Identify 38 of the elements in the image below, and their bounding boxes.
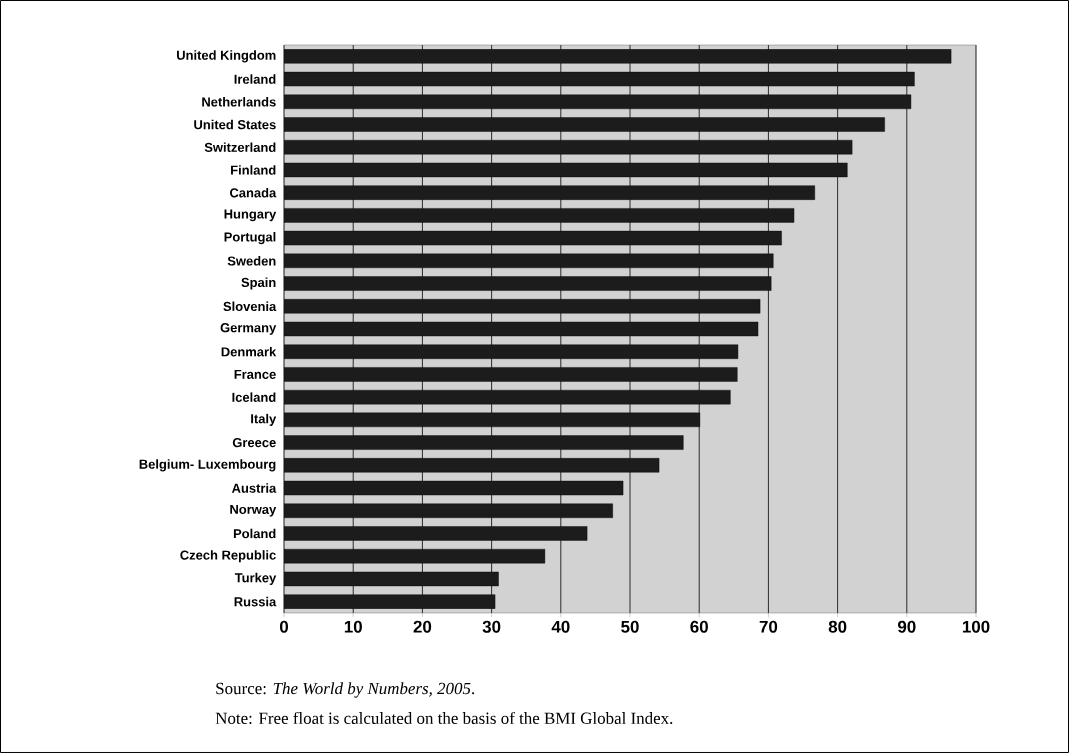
y-tick-label: Slovenia <box>223 301 277 312</box>
y-tick-label: Austria <box>231 483 277 493</box>
y-tick-label: Iceland <box>232 392 276 402</box>
y-tick-label: Ireland <box>234 74 276 84</box>
text: Note: Free float is calculated on the basis of the BMI Global Index. <box>215 711 673 725</box>
y-tick-label: Norway <box>230 504 277 517</box>
y-tick-label: France <box>234 369 276 379</box>
y-tick-label: Czech Republic <box>180 550 276 563</box>
y-tick-label: Switzerland <box>204 142 276 152</box>
y-tick-label: United Kingdom <box>177 50 276 63</box>
y-tick-label: Canada <box>229 187 277 198</box>
y-tick-label: Belgium- Luxembourg <box>139 459 276 472</box>
x-tick-label: 30 <box>482 620 501 633</box>
x-tick-label: 20 <box>413 620 432 633</box>
x-tick-label: 60 <box>690 620 708 633</box>
y-tick-label: Sweden <box>227 256 276 266</box>
y-tick-label: Hungary <box>224 209 277 222</box>
source-note: Source: The World by Numbers, 2005. <box>216 682 475 698</box>
x-tick-label: 80 <box>828 620 847 633</box>
y-tick-label: Poland <box>233 528 276 539</box>
y-tick-label: Germany <box>220 323 277 335</box>
y-tick-label: Denmark <box>221 346 277 357</box>
x-tick-label: 40 <box>551 620 570 633</box>
y-tick-label: Spain <box>241 277 276 290</box>
y-tick-label: Netherlands <box>202 97 276 107</box>
y-tick-label: Portugal <box>224 232 276 245</box>
y-tick-label: Italy <box>251 413 277 426</box>
x-tick-label: 90 <box>897 620 916 633</box>
x-tick-label: 0 <box>279 620 289 633</box>
x-tick-label: 70 <box>759 620 778 633</box>
y-tick-label: Finland <box>231 165 276 175</box>
y-tick-label: United States <box>194 119 276 130</box>
x-tick-label: 10 <box>344 620 362 633</box>
y-tick-label: Turkey <box>234 572 277 585</box>
x-tick-label: 50 <box>621 620 639 633</box>
y-tick-label: Greece <box>232 438 276 448</box>
x-tick-label: 100 <box>962 620 990 633</box>
y-tick-label: Russia <box>234 596 277 607</box>
